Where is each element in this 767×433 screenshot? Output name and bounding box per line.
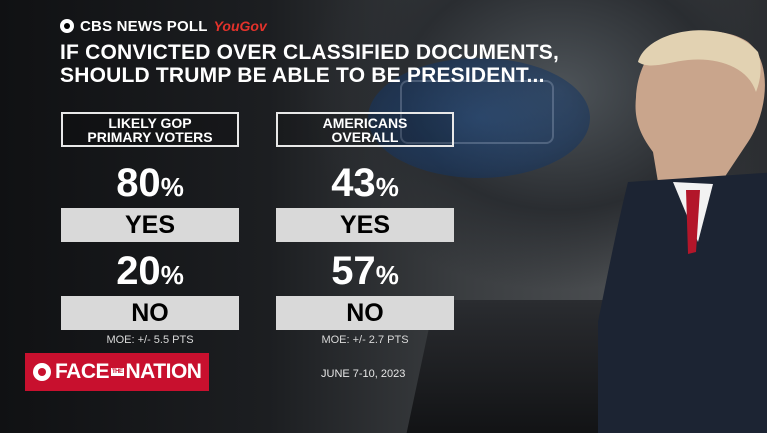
percent-sign: % <box>375 260 399 290</box>
partner-brand: YouGov <box>213 18 267 34</box>
poll-question: IF CONVICTED OVER CLASSIFIED DOCUMENTS, … <box>60 41 620 87</box>
group-label: LIKELY GOP PRIMARY VOTERS <box>61 112 239 147</box>
group-column-americans: AMERICANS OVERALL 43% YES 57% NO MOE: +/… <box>276 112 454 346</box>
group-label-line-1: AMERICANS <box>322 114 408 131</box>
no-percentage: 20% <box>61 251 239 291</box>
poll-dates: JUNE 7-10, 2023 <box>321 368 406 380</box>
show-title: FACE THE NATION <box>55 360 202 384</box>
question-line-1: IF CONVICTED OVER CLASSIFIED DOCUMENTS, <box>60 41 559 64</box>
margin-of-error: MOE: +/- 2.7 PTS <box>321 334 409 346</box>
group-label: AMERICANS OVERALL <box>276 112 454 147</box>
yes-percentage: 80% <box>61 163 239 203</box>
yes-percentage: 43% <box>276 163 454 203</box>
no-percentage: 57% <box>276 251 454 291</box>
percent-sign: % <box>160 260 184 290</box>
speaker-photo <box>598 30 767 433</box>
cbs-eye-icon <box>33 363 51 381</box>
yes-value: 43 <box>331 161 376 205</box>
percent-sign: % <box>160 172 184 202</box>
yes-value: 80 <box>116 161 161 205</box>
cbs-eye-icon <box>60 19 74 33</box>
yes-bar: YES <box>276 208 454 242</box>
no-value: 20 <box>116 249 161 293</box>
no-bar: NO <box>61 296 239 330</box>
press-room-seal <box>368 58 590 178</box>
show-title-face: FACE <box>55 360 110 383</box>
percent-sign: % <box>375 172 399 202</box>
no-value: 57 <box>331 249 376 293</box>
question-line-2: SHOULD TRUMP BE ABLE TO BE PRESIDENT... <box>60 64 545 87</box>
group-label-line-2: PRIMARY VOTERS <box>87 128 213 145</box>
no-bar: NO <box>276 296 454 330</box>
group-column-gop: LIKELY GOP PRIMARY VOTERS 80% YES 20% NO… <box>61 112 239 346</box>
show-title-nation: NATION <box>125 360 202 383</box>
poll-branding: CBS NEWS POLL YouGov <box>60 17 267 35</box>
poll-brand: CBS NEWS POLL <box>80 17 208 35</box>
show-title-the: THE <box>111 368 124 376</box>
group-label-line-1: LIKELY GOP <box>108 114 192 131</box>
margin-of-error: MOE: +/- 5.5 PTS <box>106 334 194 346</box>
yes-bar: YES <box>61 208 239 242</box>
group-label-line-2: OVERALL <box>331 128 399 145</box>
show-logo: FACE THE NATION <box>25 353 209 391</box>
